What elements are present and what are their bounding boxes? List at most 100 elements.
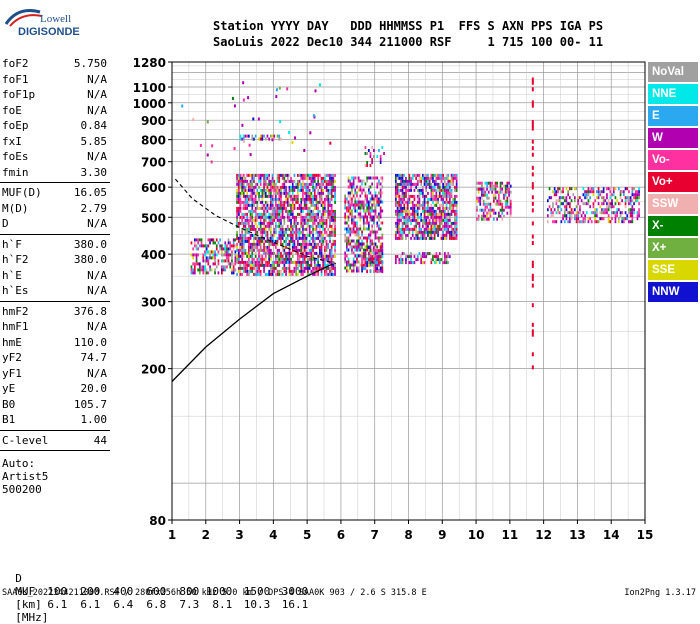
echo-pixel — [319, 185, 321, 189]
echo-pixel — [410, 252, 412, 256]
echo-pixel — [303, 218, 306, 222]
echo-pixel — [317, 233, 319, 237]
echo-pixel — [437, 218, 439, 222]
echo-pixel — [413, 261, 416, 265]
echo-pixel — [395, 197, 397, 201]
echo-pixel — [329, 218, 331, 222]
echo-pixel — [313, 221, 316, 225]
echo-pixel — [450, 236, 453, 240]
echo-pixel — [562, 214, 564, 218]
echo-pixel — [295, 272, 297, 276]
echo-pixel — [452, 206, 455, 210]
echo-pixel — [357, 227, 360, 231]
echo-pixel — [293, 224, 296, 228]
echo-pixel — [258, 191, 260, 195]
echo-pixel — [612, 211, 615, 215]
echo-pixel — [241, 173, 243, 177]
echo-pixel — [204, 259, 206, 263]
echo-pixel — [621, 199, 623, 203]
echo-pixel — [447, 185, 450, 189]
echo-pixel — [276, 263, 279, 267]
echo-pixel — [286, 260, 289, 264]
echo-pixel — [303, 254, 306, 258]
echo-pixel — [550, 211, 553, 215]
echo-pixel — [491, 190, 493, 194]
echo-pixel — [249, 212, 252, 216]
echo-pixel — [484, 217, 487, 221]
echo-pixel — [325, 272, 328, 276]
echo-pixel — [633, 187, 635, 191]
echo-pixel — [609, 190, 612, 194]
echo-pixel — [200, 241, 203, 245]
echo-pixel — [602, 199, 605, 203]
echo-pixel — [432, 258, 434, 262]
echo-pixel — [381, 191, 384, 195]
echo-pixel — [237, 200, 240, 204]
echo-pixel — [295, 245, 297, 249]
echo-pixel — [592, 193, 595, 197]
x-tick-label: 3 — [235, 528, 243, 542]
echo-pixel — [268, 269, 270, 273]
echo-pixel — [232, 265, 235, 269]
echo-pixel — [278, 233, 281, 237]
echo-pixel — [493, 187, 495, 191]
noise-pixel — [329, 141, 332, 145]
echo-pixel — [334, 173, 336, 177]
echo-pixel — [455, 212, 458, 216]
echo-pixel — [283, 230, 286, 234]
echo-pixel — [410, 194, 412, 198]
echo-pixel — [325, 224, 328, 228]
echo-pixel — [413, 209, 416, 213]
echo-pixel — [226, 253, 228, 257]
echo-pixel — [281, 203, 284, 207]
echo-pixel — [334, 221, 336, 225]
echo-pixel — [244, 197, 247, 201]
echo-pixel — [356, 233, 358, 237]
echo-pixel — [261, 239, 264, 243]
echo-pixel — [244, 227, 247, 231]
echo-pixel — [373, 257, 375, 261]
echo-pixel — [317, 245, 319, 249]
echo-pixel — [491, 184, 493, 188]
echo-pixel — [254, 212, 257, 216]
echo-pixel — [242, 224, 245, 228]
param-row: fmin 3.30 — [0, 165, 110, 181]
echo-pixel — [295, 185, 297, 189]
echo-pixel — [237, 179, 240, 183]
echo-pixel — [322, 188, 324, 192]
echo-pixel — [634, 196, 637, 200]
echo-pixel — [237, 236, 240, 240]
echo-pixel — [334, 218, 336, 222]
x-tick-label: 5 — [303, 528, 311, 542]
echo-pixel — [307, 221, 309, 225]
echo-pixel — [577, 217, 580, 221]
echo-pixel — [239, 245, 242, 249]
echo-pixel — [413, 203, 416, 207]
echo-pixel — [254, 245, 257, 249]
echo-pixel — [302, 230, 304, 234]
echo-pixel — [334, 263, 336, 267]
echo-pixel — [506, 205, 509, 209]
echo-pixel — [319, 224, 321, 228]
echo-pixel — [400, 261, 402, 265]
echo-pixel — [378, 197, 380, 201]
echo-pixel — [405, 224, 407, 228]
echo-pixel — [422, 206, 424, 210]
echo-pixel — [242, 173, 245, 177]
echo-pixel — [224, 247, 227, 251]
echo-pixel — [325, 257, 328, 261]
echo-pixel — [246, 251, 248, 255]
echo-pixel — [330, 197, 333, 201]
echo-pixel — [455, 227, 458, 231]
echo-pixel — [239, 209, 242, 213]
echo-pixel — [401, 258, 404, 262]
echo-pixel — [477, 199, 480, 203]
interference-pixel — [531, 139, 534, 144]
echo-pixel — [271, 185, 274, 189]
interference-pixel — [531, 221, 534, 226]
echo-pixel — [246, 221, 248, 225]
echo-pixel — [418, 252, 421, 256]
echo-pixel — [612, 187, 615, 191]
echo-pixel — [263, 257, 265, 261]
legend-item: W — [648, 128, 698, 148]
